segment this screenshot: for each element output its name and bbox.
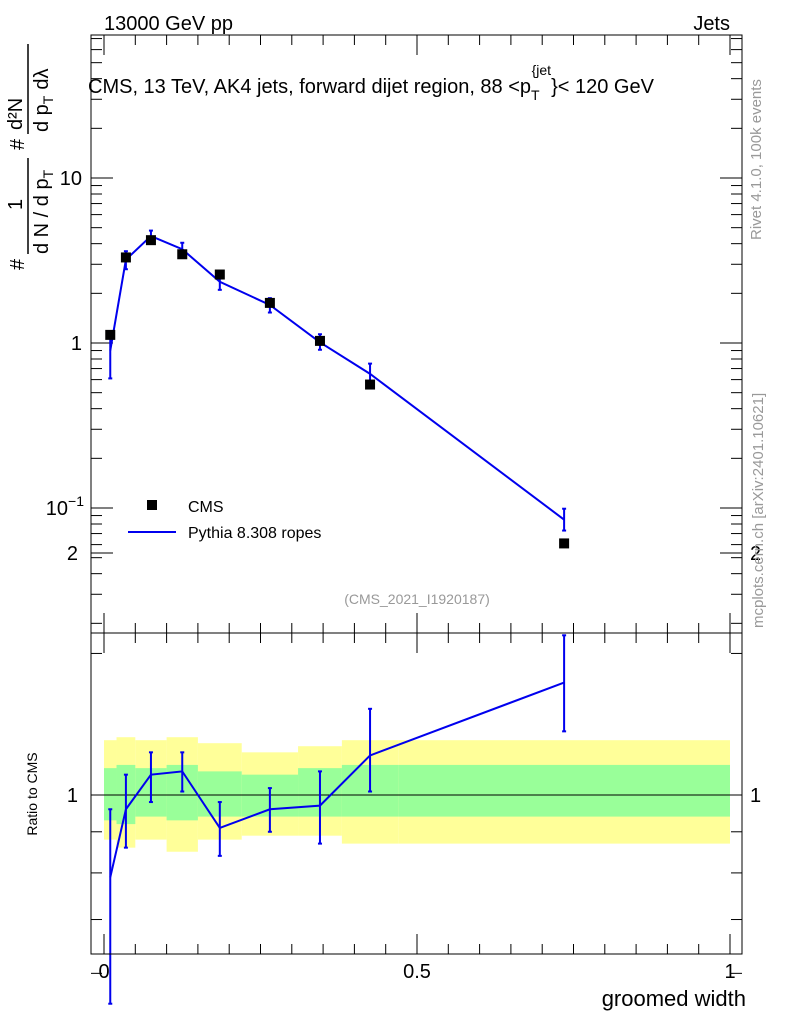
- cms-data-point: [177, 249, 188, 260]
- ratio-data-marks: [108, 634, 567, 1005]
- ratio-band-inner: [104, 768, 117, 821]
- ratio-axis-ticks: [91, 552, 742, 974]
- legend-data-label: CMS: [188, 499, 224, 516]
- x-tick-labels: 0 0.5 1: [98, 961, 735, 983]
- rivet-label: Rivet 4.1.0, 100k events: [748, 79, 765, 240]
- legend: CMS Pythia 8.308 ropes: [128, 499, 321, 542]
- title-tail: }< 120 GeV: [551, 76, 655, 98]
- main-data-marks: [105, 229, 570, 549]
- main-y-tick-label: 10: [60, 168, 82, 190]
- cms-data-point: [120, 252, 131, 263]
- mcplots-label: mcplots.cern.ch [arXiv:2401.10621]: [750, 393, 767, 628]
- title-sub: T: [531, 87, 540, 103]
- ratio-y-tick-label-right: 2: [750, 543, 761, 565]
- cms-data-point: [559, 538, 570, 549]
- ylabel-hash-2: #: [7, 138, 29, 150]
- title-sup: {jet: [532, 62, 552, 78]
- main-y-tick-label: 10−1: [46, 493, 84, 520]
- legend-mc-label: Pythia 8.308 ropes: [188, 525, 321, 542]
- main-y-tick-label-base: 10: [46, 498, 68, 520]
- title-main: CMS, 13 TeV, AK4 jets, forward dijet reg…: [88, 76, 531, 98]
- ratio-frame: [90, 632, 743, 955]
- ylabel-d2n: d²N: [5, 98, 27, 130]
- cms-data-point: [145, 235, 156, 246]
- ylabel-hash: #: [7, 258, 29, 270]
- main-ylabel: # 1 d N / d pT # d²N d pTdλ: [5, 44, 56, 270]
- ylabel-d2n-den: d pTdλ: [31, 69, 56, 133]
- ratio-band-inner: [398, 764, 730, 817]
- ratio-y-tick-label: 2: [67, 543, 78, 565]
- ylabel-frac-den-text: d N / d p: [31, 178, 53, 254]
- cms-data-point: [264, 297, 275, 308]
- header-process: Jets: [693, 13, 730, 35]
- main-title: CMS, 13 TeV, AK4 jets, forward dijet reg…: [88, 62, 655, 103]
- ratio-y-tick-label: 1: [67, 785, 78, 807]
- header-energy: 13000 GeV pp: [104, 13, 233, 35]
- x-axis-label: groomed width: [602, 986, 746, 1011]
- mc-line: [109, 234, 565, 521]
- legend-data-marker: [147, 500, 157, 510]
- ratio-ylabel: Ratio to CMS: [24, 752, 40, 835]
- main-y-tick-label: 1: [71, 333, 82, 355]
- cms-data-point: [214, 269, 225, 280]
- main-frame: [90, 34, 743, 634]
- cms-data-point: [314, 335, 325, 346]
- ylabel-d2n-den-text: d p: [31, 104, 53, 132]
- main-panel: CMS, 13 TeV, AK4 jets, forward dijet reg…: [5, 34, 743, 954]
- main-y-tick-label-exp: −1: [68, 493, 84, 509]
- ylabel-dlambda: dλ: [31, 69, 53, 90]
- cms-data-point: [105, 329, 116, 340]
- x-tick-label: 0.5: [403, 961, 431, 983]
- ratio-y-tick-label-right: 1: [750, 785, 761, 807]
- x-tick-label: 0: [98, 961, 109, 983]
- reference-label: (CMS_2021_I1920187): [344, 591, 490, 607]
- ylabel-frac-den-sub: T: [40, 169, 56, 178]
- ylabel-frac-num: 1: [5, 199, 27, 210]
- ylabel-d2n-den-sub: T: [40, 95, 56, 104]
- ylabel-frac-den: d N / d pT: [31, 169, 56, 254]
- x-tick-label: 1: [724, 961, 735, 983]
- cms-data-point: [365, 379, 376, 390]
- main-axis-ticks: [91, 35, 742, 954]
